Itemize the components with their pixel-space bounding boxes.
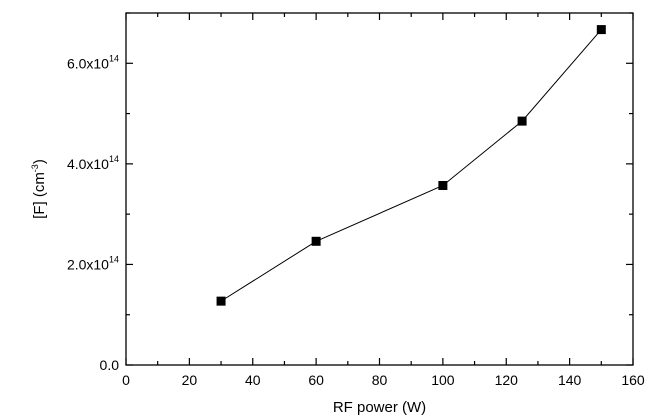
y-tick-label: 6.0x1014 <box>67 53 119 71</box>
y-axis-title-main: [F] (cm <box>31 172 48 219</box>
y-tick-label-mantissa: 6.0x10 <box>67 55 109 71</box>
plot-frame <box>125 12 634 366</box>
x-tick-label: 140 <box>558 372 582 388</box>
x-tick-label: 60 <box>308 372 324 388</box>
x-tick-label: 40 <box>245 372 261 388</box>
y-axis-title: [F] (cm-3) <box>30 159 48 219</box>
x-tick-label: 160 <box>621 372 645 388</box>
x-tick-label: 0 <box>122 372 130 388</box>
y-tick-label-exponent: 14 <box>109 53 119 63</box>
y-tick-label-mantissa: 0.0 <box>100 357 120 373</box>
y-tick-label-exponent: 14 <box>109 154 119 164</box>
series-layer <box>216 25 606 306</box>
y-tick-label-exponent: 14 <box>109 254 119 264</box>
x-axis-title: RF power (W) <box>333 399 426 416</box>
x-tick-label: 100 <box>431 372 455 388</box>
y-tick-label-mantissa: 4.0x10 <box>67 156 109 172</box>
x-axis: 0 20 40 60 80 100 120 140 160 <box>122 13 645 388</box>
data-point <box>216 296 226 306</box>
data-point <box>596 25 606 35</box>
data-point <box>517 116 527 126</box>
y-axis-title-sup: -3 <box>30 164 40 172</box>
plot-area-border <box>125 12 634 366</box>
series-line <box>220 29 602 302</box>
data-point <box>311 236 321 246</box>
y-tick-label: 2.0x1014 <box>67 254 119 272</box>
x-tick-label: 20 <box>182 372 198 388</box>
y-axis-title-close: ) <box>31 159 48 164</box>
y-tick-label-mantissa: 2.0x10 <box>67 256 109 272</box>
y-tick-label: 4.0x1014 <box>67 154 119 172</box>
data-point <box>438 180 448 190</box>
x-tick-label: 80 <box>372 372 388 388</box>
y-tick-label: 0.0 <box>100 357 120 373</box>
x-tick-label: 120 <box>495 372 519 388</box>
